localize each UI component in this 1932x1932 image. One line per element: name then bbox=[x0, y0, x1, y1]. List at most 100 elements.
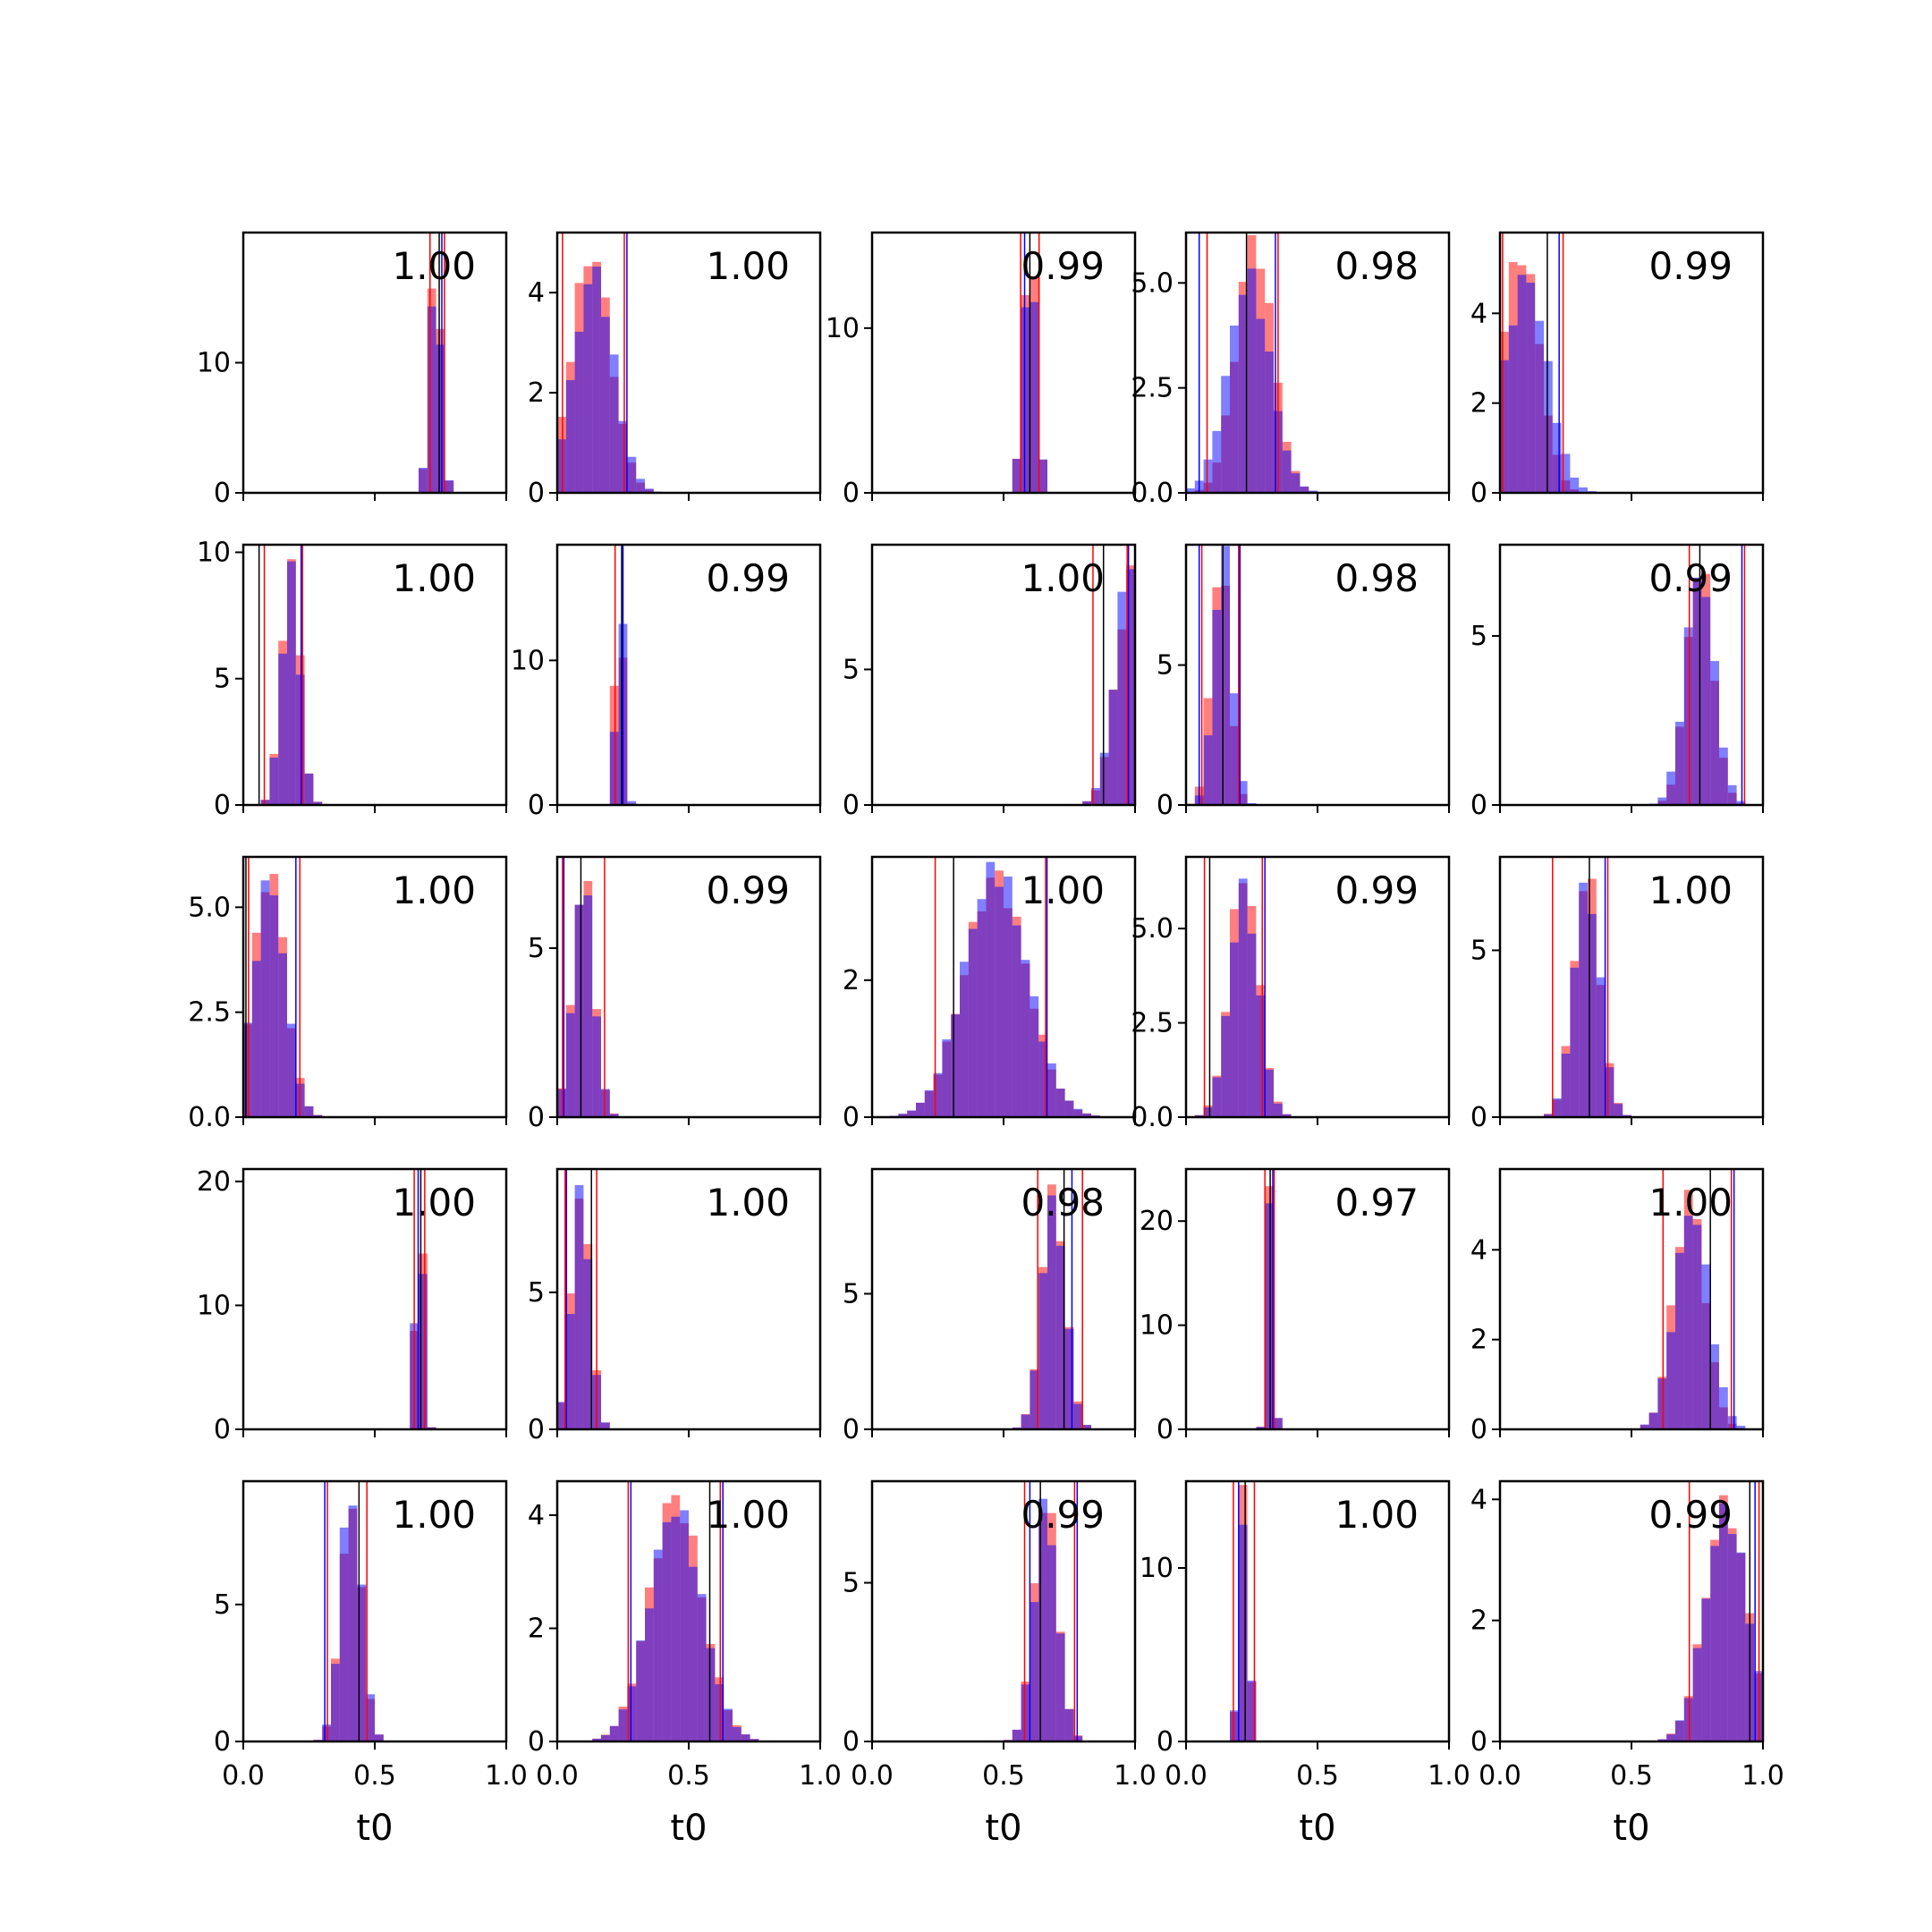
blue-hist-bar bbox=[1238, 1524, 1248, 1741]
y-tick-label: 0 bbox=[214, 790, 231, 821]
blue-hist-bar bbox=[287, 561, 296, 805]
blue-hist-bar bbox=[1247, 1680, 1257, 1741]
blue-hist-bar bbox=[977, 899, 987, 1117]
blue-hist-bar bbox=[357, 1584, 367, 1741]
blue-hist-bar bbox=[1012, 1729, 1021, 1741]
y-tick-label: 2.5 bbox=[1131, 1008, 1174, 1039]
y-tick-label: 10 bbox=[197, 537, 231, 568]
blue-hist-bar bbox=[1701, 1264, 1711, 1429]
blue-hist-bar bbox=[1030, 301, 1039, 493]
blue-hist-bar bbox=[427, 306, 436, 493]
score-label: 1.00 bbox=[392, 1181, 476, 1224]
y-tick-label: 0 bbox=[843, 1102, 860, 1133]
blue-hist-bar bbox=[1727, 784, 1737, 805]
y-tick-label: 2 bbox=[1470, 1325, 1487, 1356]
blue-hist-bar bbox=[260, 880, 270, 1117]
y-tick-label: 0 bbox=[528, 478, 545, 509]
plot-area bbox=[243, 1169, 506, 1429]
blue-hist-bar bbox=[1038, 1273, 1047, 1429]
blue-hist-bar bbox=[1719, 1503, 1728, 1741]
x-axis-label: t0 bbox=[356, 1808, 393, 1849]
y-tick-label: 0.0 bbox=[188, 1102, 231, 1133]
score-label: 1.00 bbox=[1021, 556, 1105, 600]
blue-hist-bar bbox=[1561, 453, 1571, 493]
blue-hist-bar bbox=[662, 1521, 672, 1741]
y-tick-label: 5 bbox=[528, 933, 545, 964]
blue-hist-bar bbox=[366, 1694, 375, 1741]
score-label: 0.99 bbox=[1648, 556, 1733, 600]
subplot-1-4: 0.0 2.5 5.0 0.98 bbox=[1131, 231, 1451, 509]
blue-hist-bar bbox=[1047, 1063, 1056, 1117]
blue-hist-bar bbox=[1500, 360, 1509, 493]
plot-area bbox=[243, 233, 506, 493]
blue-hist-bar bbox=[1126, 569, 1135, 805]
blue-hist-bar bbox=[609, 1725, 619, 1741]
score-label: 1.00 bbox=[706, 1181, 790, 1224]
y-tick-label: 2 bbox=[1470, 1606, 1487, 1637]
score-label: 0.99 bbox=[706, 869, 790, 912]
y-tick-label: 2 bbox=[528, 1613, 545, 1644]
x-tick-label: 1.0 bbox=[1741, 1760, 1784, 1792]
y-tick-label: 5 bbox=[214, 664, 231, 695]
blue-hist-bar bbox=[1221, 1015, 1230, 1117]
blue-hist-bar bbox=[1657, 797, 1667, 805]
subplot-5-2: 0 2 4 0.0 0.5 1.0 1.00 t0 bbox=[528, 1479, 842, 1849]
plot-area bbox=[1186, 1169, 1449, 1429]
blue-hist-bar bbox=[1203, 459, 1213, 493]
blue-hist-bar bbox=[1736, 1426, 1746, 1429]
blue-hist-bar bbox=[1004, 877, 1013, 1117]
x-tick-label: 0.0 bbox=[851, 1760, 894, 1792]
blue-hist-bar bbox=[706, 1648, 716, 1741]
blue-hist-bar bbox=[436, 344, 445, 493]
plot-area bbox=[1500, 857, 1763, 1117]
blue-hist-bar bbox=[1675, 1720, 1684, 1741]
blue-hist-bar bbox=[1719, 747, 1728, 805]
subplot-4-1: 0 10 20 1.00 bbox=[197, 1166, 508, 1445]
blue-hist-bar bbox=[636, 479, 645, 493]
score-label: 0.99 bbox=[1335, 869, 1419, 912]
blue-hist-bar bbox=[592, 1738, 601, 1741]
blue-hist-bar bbox=[1212, 1077, 1222, 1117]
y-tick-label: 10 bbox=[511, 645, 545, 676]
y-tick-label: 0 bbox=[528, 1726, 545, 1758]
blue-hist-bar bbox=[1082, 801, 1091, 805]
blue-hist-bar bbox=[898, 1114, 908, 1117]
blue-hist-bar bbox=[1265, 1203, 1274, 1429]
subplot-3-1: 0.0 2.5 5.0 1.00 bbox=[188, 855, 508, 1133]
blue-hist-bar bbox=[375, 1734, 384, 1741]
blue-hist-bar bbox=[557, 439, 566, 493]
blue-hist-bar bbox=[1221, 546, 1230, 805]
y-tick-label: 0 bbox=[1157, 790, 1174, 821]
blue-hist-bar bbox=[1012, 925, 1021, 1117]
blue-hist-bar bbox=[1203, 1107, 1213, 1117]
score-label: 0.98 bbox=[1335, 556, 1419, 600]
blue-hist-bar bbox=[907, 1110, 916, 1117]
y-tick-label: 0 bbox=[528, 790, 545, 821]
plot-area bbox=[872, 1481, 1135, 1741]
blue-hist-bar bbox=[251, 961, 261, 1117]
blue-hist-bar bbox=[1064, 1708, 1074, 1741]
y-tick-label: 10 bbox=[197, 348, 231, 379]
blue-hist-bar bbox=[557, 1402, 566, 1429]
y-tick-label: 5 bbox=[528, 1277, 545, 1309]
blue-hist-bar bbox=[1256, 995, 1266, 1117]
blue-hist-bar bbox=[1073, 1403, 1083, 1429]
subplot-2-4: 050.98 bbox=[1157, 543, 1451, 821]
blue-hist-bar bbox=[565, 380, 575, 493]
y-tick-label: 10 bbox=[197, 1290, 231, 1321]
subplot-5-3: 0 5 0.0 0.5 1.0 0.99 t0 bbox=[843, 1479, 1157, 1849]
x-tick-label: 0.5 bbox=[353, 1760, 396, 1792]
subplot-3-3: 021.00 bbox=[843, 855, 1137, 1133]
blue-hist-bar bbox=[645, 488, 654, 493]
blue-hist-bar bbox=[1082, 1424, 1091, 1429]
blue-hist-bar bbox=[645, 1608, 654, 1741]
blue-hist-bar bbox=[689, 1566, 698, 1741]
y-tick-label: 5 bbox=[1470, 935, 1487, 966]
blue-hist-bar bbox=[1064, 1328, 1074, 1429]
blue-hist-bar bbox=[1614, 1104, 1623, 1117]
blue-hist-bar bbox=[1073, 1108, 1083, 1117]
blue-hist-bar bbox=[1579, 882, 1588, 1117]
subplot-2-5: 050.99 bbox=[1470, 543, 1765, 821]
x-tick-label: 0.0 bbox=[1479, 1760, 1521, 1792]
score-label: 0.99 bbox=[1021, 1493, 1105, 1537]
